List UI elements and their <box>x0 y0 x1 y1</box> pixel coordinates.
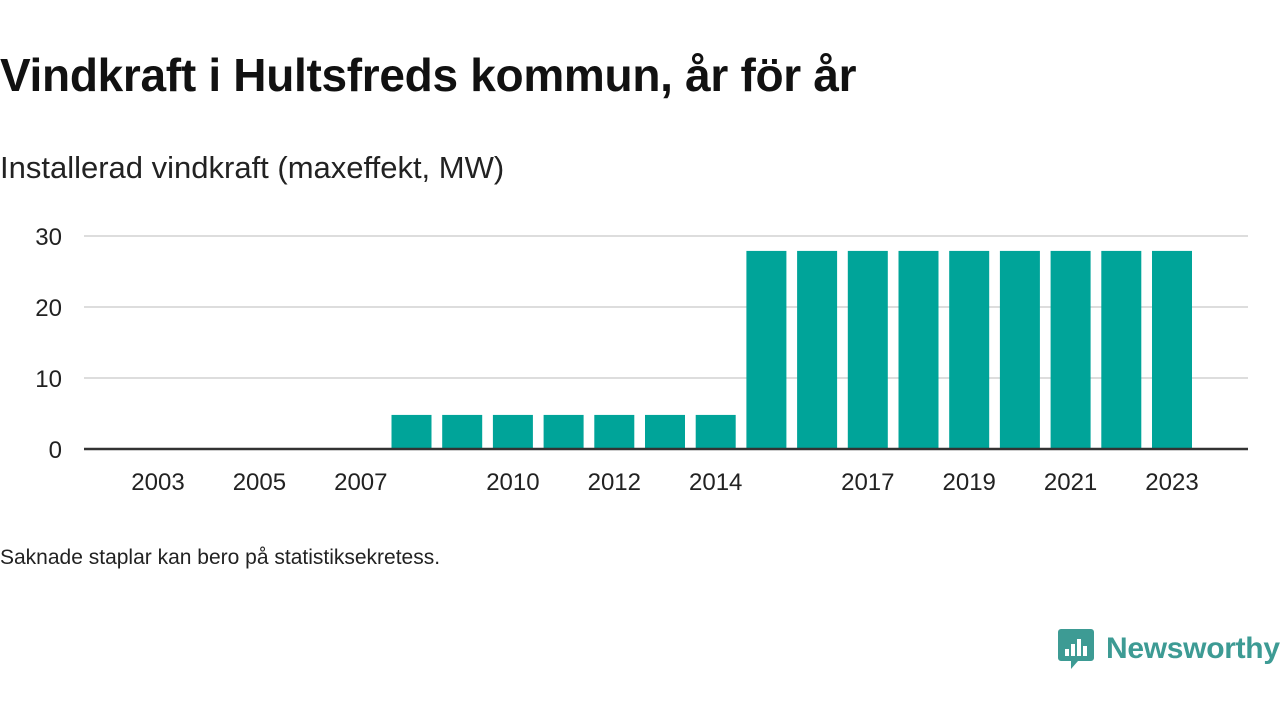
bar-2014 <box>695 414 736 449</box>
newsworthy-chat-bar-icon <box>1058 629 1094 669</box>
bar-2015 <box>746 250 787 449</box>
bar-2019 <box>949 250 990 449</box>
bar-2010 <box>492 414 533 449</box>
bar-2022 <box>1101 250 1142 449</box>
y-axis-labels: 0 10 20 30 <box>35 224 62 464</box>
bar-2016 <box>797 250 838 449</box>
x-tick-label: 2023 <box>1145 469 1198 496</box>
y-tick-label: 0 <box>49 437 62 464</box>
x-tick-label: 2010 <box>486 469 539 496</box>
newsworthy-logo: Newsworthy <box>1058 627 1280 671</box>
bar-2021 <box>1050 250 1091 449</box>
x-tick-label: 2003 <box>131 469 184 496</box>
y-tick-label: 30 <box>35 224 62 251</box>
chart-subtitle: Installerad vindkraft (maxeffekt, MW) <box>0 150 505 185</box>
x-tick-label: 2005 <box>233 469 286 496</box>
x-tick-label: 2019 <box>943 469 996 496</box>
bar-series <box>391 250 1192 449</box>
bar-2020 <box>999 250 1040 449</box>
x-tick-label: 2012 <box>588 469 641 496</box>
bar-2018 <box>898 250 939 449</box>
bar-2013 <box>645 414 685 449</box>
bar-2008 <box>391 414 432 449</box>
bar-chart: 0 10 20 30 2003 2005 2007 2010 2012 2014 2017 2019… <box>35 224 1248 496</box>
y-tick-label: 10 <box>35 366 62 393</box>
chart-title: Vindkraft i Hultsfreds kommun, år för år <box>0 49 857 101</box>
x-tick-label: 2021 <box>1044 469 1097 496</box>
bar-2009 <box>442 414 483 449</box>
footnote: Saknade staplar kan bero på statistiksek… <box>0 546 441 569</box>
x-tick-label: 2014 <box>689 469 742 496</box>
x-tick-label: 2017 <box>841 469 894 496</box>
brand-name: Newsworthy <box>1106 632 1280 665</box>
x-tick-label: 2007 <box>334 469 387 496</box>
x-axis-labels: 2003 2005 2007 2010 2012 2014 2017 2019 2021 2023 <box>131 469 1198 496</box>
bar-2012 <box>594 414 635 449</box>
bar-2011 <box>543 414 584 449</box>
y-tick-label: 20 <box>35 295 62 322</box>
bar-2017 <box>847 250 888 449</box>
bar-2023 <box>1152 250 1192 449</box>
